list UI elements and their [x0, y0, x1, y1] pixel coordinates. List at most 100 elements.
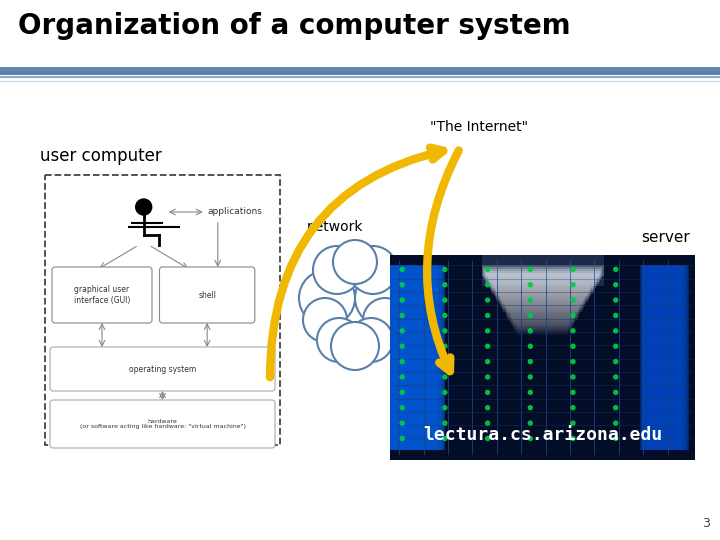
Circle shape [400, 390, 404, 394]
Circle shape [613, 267, 618, 271]
Circle shape [313, 246, 361, 294]
Circle shape [443, 344, 447, 348]
Bar [390, 265, 427, 450]
Circle shape [528, 298, 532, 302]
Circle shape [528, 421, 532, 425]
Bar [646, 265, 678, 450]
Circle shape [613, 360, 618, 363]
Circle shape [485, 267, 490, 271]
Bar [390, 265, 434, 450]
Bar [485, 272, 600, 282]
Circle shape [613, 436, 618, 441]
Circle shape [571, 314, 575, 318]
Bar [648, 265, 673, 450]
Bar [390, 265, 412, 450]
Bar [646, 265, 678, 450]
Bar [500, 296, 585, 306]
Circle shape [400, 298, 404, 302]
Text: network: network [307, 220, 364, 234]
Circle shape [400, 360, 404, 363]
Circle shape [400, 406, 404, 410]
Circle shape [355, 270, 411, 326]
Circle shape [485, 406, 490, 410]
Circle shape [613, 344, 618, 348]
FancyBboxPatch shape [50, 400, 275, 448]
Bar [641, 265, 687, 450]
Bar [390, 265, 439, 450]
Bar [516, 322, 570, 333]
Circle shape [528, 436, 532, 441]
Circle shape [349, 246, 397, 294]
Bar [643, 265, 683, 450]
Circle shape [571, 360, 575, 363]
Circle shape [571, 436, 575, 441]
Circle shape [528, 344, 532, 348]
Circle shape [485, 344, 490, 348]
Bar [503, 300, 582, 310]
Bar [390, 265, 419, 450]
Circle shape [299, 270, 355, 326]
Bar [647, 265, 676, 450]
Bar [482, 255, 603, 286]
FancyBboxPatch shape [160, 267, 255, 323]
FancyBboxPatch shape [50, 347, 275, 391]
Bar [649, 265, 672, 450]
Circle shape [333, 240, 377, 284]
Circle shape [317, 272, 393, 348]
Bar [390, 255, 695, 460]
Circle shape [571, 283, 575, 287]
Circle shape [528, 390, 532, 394]
Bar [498, 292, 588, 302]
Circle shape [613, 406, 618, 410]
Bar [390, 265, 438, 450]
Circle shape [400, 267, 404, 271]
Bar [489, 278, 596, 288]
FancyBboxPatch shape [52, 267, 152, 323]
Bar [390, 265, 416, 450]
Circle shape [485, 421, 490, 425]
Bar [390, 265, 444, 450]
Circle shape [571, 406, 575, 410]
Circle shape [400, 421, 404, 425]
Circle shape [443, 267, 447, 271]
Bar [390, 265, 430, 450]
Circle shape [443, 375, 447, 379]
Circle shape [528, 406, 532, 410]
Bar [515, 321, 570, 331]
Circle shape [485, 390, 490, 394]
Bar [642, 265, 685, 450]
Bar [482, 265, 603, 275]
Bar [644, 265, 680, 450]
Bar [496, 290, 589, 300]
Text: hardware
(or software acting like hardware: "virtual machine"): hardware (or software acting like hardwa… [79, 418, 246, 429]
Bar [390, 265, 433, 450]
Text: Organization of a computer system: Organization of a computer system [18, 12, 571, 40]
Bar [513, 319, 572, 329]
Circle shape [528, 360, 532, 363]
Bar [390, 265, 413, 450]
Circle shape [485, 360, 490, 363]
Circle shape [363, 298, 407, 342]
Text: applications: applications [208, 207, 263, 217]
Bar [390, 265, 441, 450]
Text: 3: 3 [702, 517, 710, 530]
Bar [517, 325, 568, 335]
Circle shape [528, 375, 532, 379]
Bar [487, 275, 598, 286]
Circle shape [613, 314, 618, 318]
Circle shape [485, 298, 490, 302]
Circle shape [613, 283, 618, 287]
Bar [641, 265, 688, 450]
Bar [495, 288, 590, 298]
Circle shape [571, 298, 575, 302]
Bar [510, 313, 575, 322]
Circle shape [400, 344, 404, 348]
Bar [390, 265, 423, 450]
Circle shape [613, 421, 618, 425]
Circle shape [485, 329, 490, 333]
Circle shape [613, 298, 618, 302]
Bar [649, 265, 670, 450]
Bar [390, 265, 424, 450]
Circle shape [443, 421, 447, 425]
Circle shape [613, 375, 618, 379]
